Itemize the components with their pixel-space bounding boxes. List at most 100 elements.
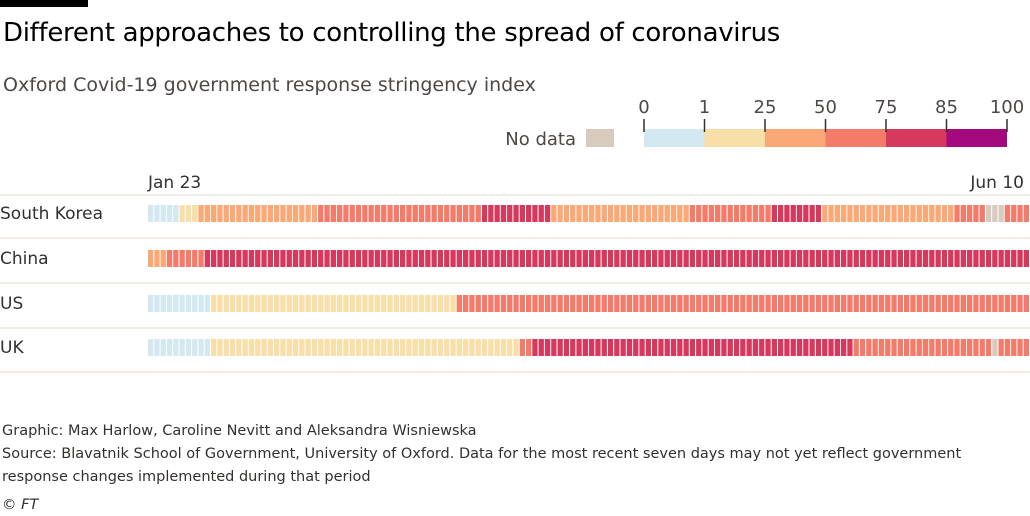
- heatmap-cell: [507, 205, 513, 222]
- heatmap-cell: [488, 205, 494, 222]
- heatmap-cell: [607, 205, 614, 222]
- heatmap-cell: [853, 205, 859, 222]
- heatmap-cell: [954, 339, 960, 356]
- heatmap-cell: [696, 250, 702, 267]
- heatmap-cell: [765, 205, 771, 222]
- heatmap-cell: [859, 295, 866, 312]
- heatmap-cell: [469, 250, 475, 267]
- heatmap-cell: [431, 295, 437, 312]
- heatmap-cell: [954, 250, 960, 267]
- row-label: US: [0, 294, 23, 314]
- heatmap-cell: [330, 295, 336, 312]
- legend-swatch: [946, 129, 1007, 147]
- heatmap-cell: [532, 250, 538, 267]
- heatmap-cell: [362, 339, 368, 356]
- heatmap-cell: [463, 205, 469, 222]
- heatmap-cell: [305, 205, 311, 222]
- heatmap-cell: [292, 339, 299, 356]
- heatmap-cell: [192, 295, 198, 312]
- heatmap-cell: [853, 250, 859, 267]
- heatmap-cell: [872, 205, 878, 222]
- heatmap-cell: [488, 250, 494, 267]
- heatmap-cell: [954, 205, 960, 222]
- heatmap-cell: [904, 339, 910, 356]
- heatmap-cell: [1011, 205, 1017, 222]
- heatmap-cell: [847, 250, 853, 267]
- heatmap-cell: [859, 339, 866, 356]
- heatmap-cell: [242, 205, 248, 222]
- heatmap-cell: [992, 250, 998, 267]
- heatmap-cell: [337, 205, 343, 222]
- heatmap-cell: [1004, 339, 1011, 356]
- heatmap-cell: [828, 205, 834, 222]
- heatmap-cell: [204, 250, 210, 267]
- heatmap-cell: [916, 339, 922, 356]
- heatmap-cell: [652, 205, 658, 222]
- heatmap-cell: [998, 205, 1004, 222]
- heatmap-cell: [922, 250, 929, 267]
- heatmap-cell: [318, 205, 324, 222]
- heatmap-cell: [425, 295, 431, 312]
- heatmap-cell: [223, 295, 229, 312]
- heatmap-cell: [374, 205, 381, 222]
- heatmap-cell: [664, 339, 670, 356]
- heatmap-cell: [935, 339, 941, 356]
- heatmap-cell: [179, 295, 185, 312]
- heatmap-cell: [450, 205, 456, 222]
- heatmap-cell: [790, 339, 796, 356]
- heatmap-cell: [526, 295, 532, 312]
- heatmap-cell: [494, 250, 500, 267]
- heatmap-cell: [551, 339, 557, 356]
- heatmap-cell: [689, 295, 696, 312]
- heatmap-cell: [481, 295, 488, 312]
- heatmap-cell: [179, 339, 185, 356]
- heatmap-cell: [198, 295, 204, 312]
- heatmap-cell: [456, 295, 462, 312]
- heatmap-cell: [626, 250, 633, 267]
- heatmap-cell: [784, 205, 790, 222]
- heatmap-cell: [967, 295, 973, 312]
- heatmap-cell: [620, 205, 626, 222]
- heatmap-cell: [740, 339, 746, 356]
- heatmap-cell: [444, 250, 450, 267]
- heatmap-cell: [752, 295, 759, 312]
- heatmap-cell: [368, 295, 374, 312]
- heatmap-cell: [236, 250, 242, 267]
- heatmap-cell: [670, 339, 677, 356]
- heatmap-cell: [242, 339, 248, 356]
- heatmap-cell: [538, 295, 544, 312]
- heatmap-cell: [765, 295, 771, 312]
- heatmap-cell: [689, 339, 696, 356]
- heatmap-cell: [570, 339, 576, 356]
- heatmap-cell: [916, 295, 922, 312]
- heatmap-cell: [154, 295, 160, 312]
- heatmap-cell: [891, 295, 897, 312]
- heatmap-cell: [727, 250, 733, 267]
- heatmap-cell: [418, 205, 425, 222]
- heatmap-cell: [998, 250, 1004, 267]
- heatmap-cell: [658, 250, 664, 267]
- heatmap-cell: [633, 295, 639, 312]
- heatmap-cell: [897, 295, 903, 312]
- heatmap-cell: [437, 250, 444, 267]
- heatmap-cell: [803, 250, 809, 267]
- heatmap-cell: [481, 339, 488, 356]
- heatmap-cell: [185, 295, 192, 312]
- heatmap-cell: [878, 205, 885, 222]
- heatmap-cell: [771, 205, 777, 222]
- heatmap-cell: [488, 295, 494, 312]
- heatmap-cell: [683, 295, 689, 312]
- heatmap-cell: [645, 339, 651, 356]
- heatmap-cell: [954, 295, 960, 312]
- heatmap-cell: [217, 205, 223, 222]
- heatmap-cell: [595, 295, 601, 312]
- heatmap-cell: [318, 295, 324, 312]
- heatmap-cell: [601, 250, 607, 267]
- heatmap-cell: [759, 250, 765, 267]
- heatmap-cell: [715, 295, 721, 312]
- heatmap-cell: [639, 339, 645, 356]
- heatmap-cell: [929, 250, 935, 267]
- heatmap-cell: [494, 339, 500, 356]
- heatmap-cell: [544, 295, 551, 312]
- heatmap-cell: [683, 339, 689, 356]
